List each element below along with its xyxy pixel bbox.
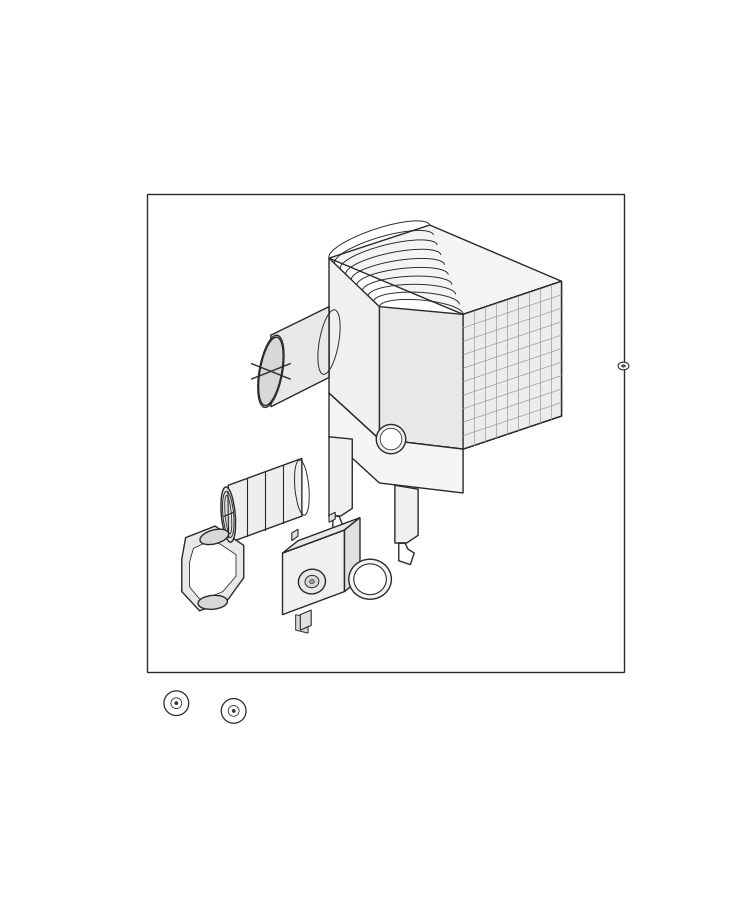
Circle shape [164,691,189,716]
Polygon shape [228,458,302,543]
Circle shape [228,706,239,716]
Polygon shape [379,281,562,449]
Polygon shape [345,518,360,591]
Ellipse shape [198,595,227,609]
Ellipse shape [299,569,325,594]
Polygon shape [271,307,329,407]
Polygon shape [190,539,236,601]
Ellipse shape [353,563,386,595]
Ellipse shape [221,487,236,542]
Polygon shape [329,393,463,493]
Polygon shape [182,526,244,611]
Circle shape [232,709,235,713]
Polygon shape [329,225,562,314]
Ellipse shape [349,559,391,599]
Polygon shape [292,529,298,541]
Polygon shape [329,258,379,439]
Polygon shape [282,518,360,554]
Polygon shape [282,530,345,615]
Ellipse shape [618,362,629,370]
Polygon shape [329,436,352,516]
Ellipse shape [376,425,406,454]
Polygon shape [329,512,335,522]
Polygon shape [296,615,308,633]
Polygon shape [395,485,418,543]
Circle shape [175,702,178,705]
Bar [147,194,623,672]
Polygon shape [300,610,311,630]
Circle shape [171,698,182,708]
Ellipse shape [310,580,314,583]
Polygon shape [463,281,562,449]
Ellipse shape [259,338,283,406]
Ellipse shape [380,428,402,450]
Circle shape [222,698,246,724]
Ellipse shape [622,364,625,367]
Ellipse shape [200,529,229,544]
Ellipse shape [305,575,319,588]
